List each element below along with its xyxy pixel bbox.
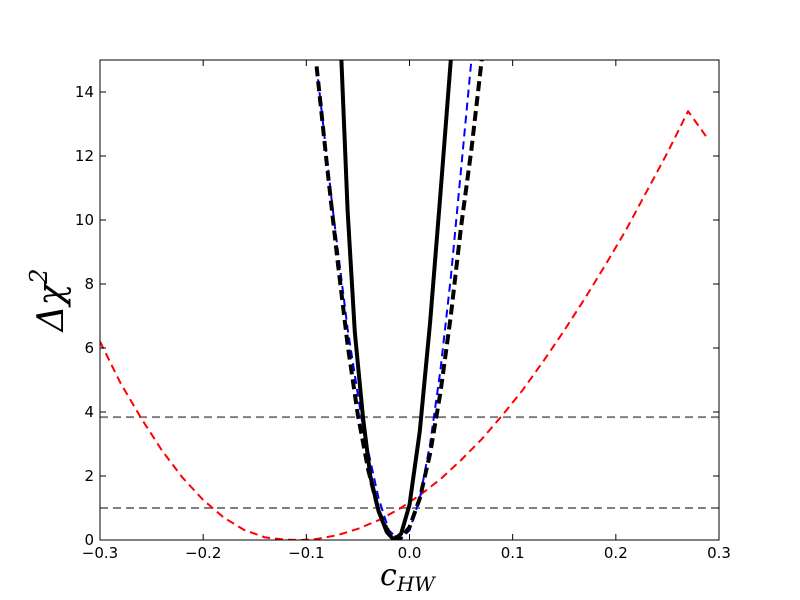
x-tick-label: 0.0 (398, 544, 422, 562)
y-tick-label: 12 (75, 147, 94, 165)
tick-marks (99, 60, 720, 541)
x-tick-label: −0.3 (82, 544, 118, 562)
y-tick-label: 8 (84, 275, 94, 293)
y-tick-label: 2 (84, 467, 94, 485)
x-axis-label: cHW (380, 558, 436, 596)
x-axis-label-main: c (380, 558, 397, 593)
y-tick-label: 6 (84, 339, 94, 357)
x-tick-label: 0.1 (501, 544, 525, 562)
y-axis-label: Δχ2 (25, 268, 72, 333)
x-tick-label: −0.2 (185, 544, 221, 562)
x-tick-labels: −0.3 −0.2 −0.1 0.0 0.1 0.2 0.3 (82, 544, 731, 562)
y-tick-label: 0 (84, 531, 94, 549)
x-tick-label: 0.3 (707, 544, 731, 562)
y-tick-label: 14 (75, 83, 94, 101)
y-tick-label: 10 (75, 211, 94, 229)
y-axis-label-sup: 2 (25, 268, 53, 284)
x-tick-label: −0.1 (288, 544, 324, 562)
y-tick-label: 4 (84, 403, 94, 421)
series-line-0 (100, 110, 710, 540)
series-line-2 (339, 60, 453, 540)
y-axis-label-main: Δχ (31, 282, 72, 334)
y-tick-labels: 0 2 4 6 8 10 12 14 (75, 83, 94, 549)
x-axis-label-sub: HW (396, 572, 436, 596)
x-tick-label: 0.2 (604, 544, 628, 562)
series-layer (100, 60, 710, 540)
series-line-1 (315, 60, 473, 540)
plot-background (100, 60, 719, 540)
